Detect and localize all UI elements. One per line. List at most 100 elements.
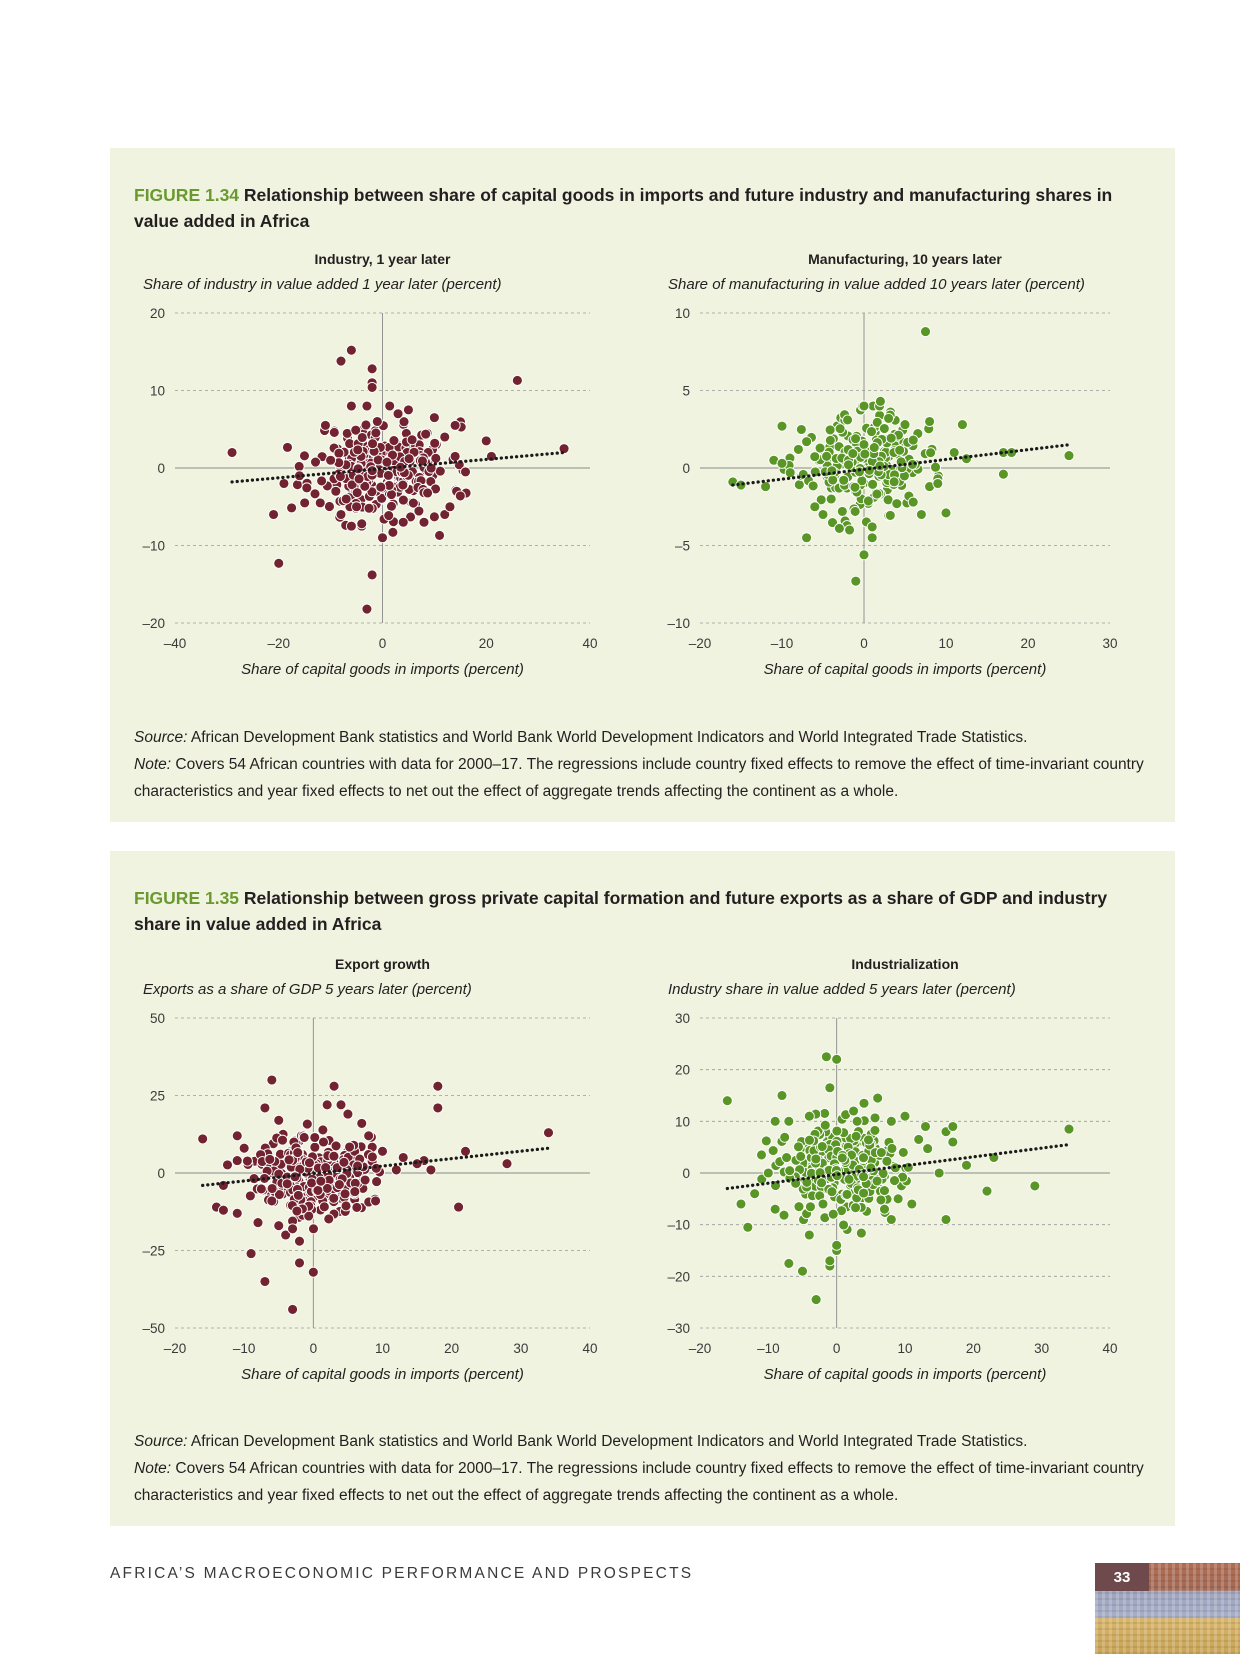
data-point [875,1147,887,1158]
data-point [793,1201,805,1213]
data-point [231,1207,243,1219]
data-point [850,433,862,445]
data-point [434,529,446,541]
data-point [721,1095,733,1107]
data-point [838,1219,850,1231]
data-point [809,451,821,463]
data-point [836,1152,848,1164]
y-tick-label: –30 [667,1321,690,1336]
data-point [866,532,878,544]
data-point [762,1167,774,1179]
data-point [353,473,365,485]
x-tick-label: 40 [582,1341,597,1356]
data-point [315,1175,327,1187]
data-point [317,1124,329,1136]
data-point [370,1195,382,1207]
data-point [816,1141,828,1152]
data-point [858,1097,870,1109]
data-point [858,1171,869,1183]
y-tick-label: –25 [142,1244,165,1259]
data-point [345,344,357,356]
data-point [388,435,400,446]
data-point [1029,1180,1041,1192]
data-point [318,1136,329,1148]
data-point [885,432,897,444]
data-point [841,1188,853,1200]
data-point [292,1147,304,1159]
data-point [871,416,883,428]
data-point [849,506,861,517]
data-point [406,434,418,446]
data-point [377,1145,388,1157]
data-point [947,1121,959,1132]
data-point [948,447,960,458]
data-point [807,480,819,492]
data-point [831,1125,843,1137]
data-point [827,474,839,486]
data-point [865,1162,877,1174]
figure-number: FIGURE 1.35 [134,888,240,908]
source-label: Source: [134,729,188,746]
data-point [405,511,417,523]
data-point [850,575,862,587]
data-point [844,524,856,536]
data-point [197,1133,209,1145]
data-point [997,468,1009,480]
data-point [847,448,859,460]
x-axis-label: Share of capital goods in imports (perce… [764,661,1047,678]
x-tick-label: 30 [1102,636,1117,651]
data-point [366,1151,378,1163]
data-point [321,1099,333,1111]
data-point [328,1150,340,1162]
y-tick-label: 0 [682,1166,690,1181]
data-point [363,1130,375,1142]
data-point [351,501,363,513]
data-point [359,480,371,492]
data-point [367,438,379,450]
data-point [827,1208,839,1220]
data-point [778,1209,790,1221]
data-point [924,416,936,427]
data-point [303,1157,315,1169]
data-point [333,1179,345,1191]
data-point [241,1155,253,1167]
y-axis-label: Share of industry in value added 1 year … [143,276,502,293]
data-point [875,1194,887,1206]
source-text: African Development Bank statistics and … [190,1433,1028,1450]
data-point [338,1156,350,1168]
figure-1-34-panel: FIGURE 1.34 Relationship between share o… [110,148,1175,822]
data-point [351,487,363,499]
data-point [325,454,337,466]
data-point [821,450,833,462]
data-point [767,1145,779,1157]
data-point [850,1202,862,1214]
data-point [273,1189,285,1200]
data-point [390,1164,402,1176]
figure-notes: Source: African Development Bank statist… [134,724,1164,805]
data-point [287,1303,299,1315]
data-point [809,501,821,513]
data-point [824,1255,836,1267]
data-point [824,424,836,436]
running-title: AFRICA’S MACROECONOMIC PERFORMANCE AND P… [110,1565,694,1582]
data-point [819,1119,831,1131]
x-tick-label: –10 [233,1341,256,1356]
figure-number: FIGURE 1.34 [134,185,240,205]
data-point [397,1152,409,1163]
data-point [273,1220,285,1232]
data-point [356,432,368,443]
data-point [449,419,461,431]
data-point [827,517,838,529]
data-point [460,1145,471,1157]
note-text: Covers 54 African countries with data fo… [134,1460,1144,1504]
data-point [282,441,293,453]
data-point [363,502,375,514]
y-axis-label: Exports as a share of GDP 5 years later … [143,981,472,998]
data-point [915,509,927,520]
data-point [781,1152,793,1163]
data-point [956,419,968,431]
data-point [356,1117,368,1129]
data-point [881,1155,893,1167]
x-axis-label: Share of capital goods in imports (perce… [241,1366,524,1383]
data-point [803,1110,815,1122]
